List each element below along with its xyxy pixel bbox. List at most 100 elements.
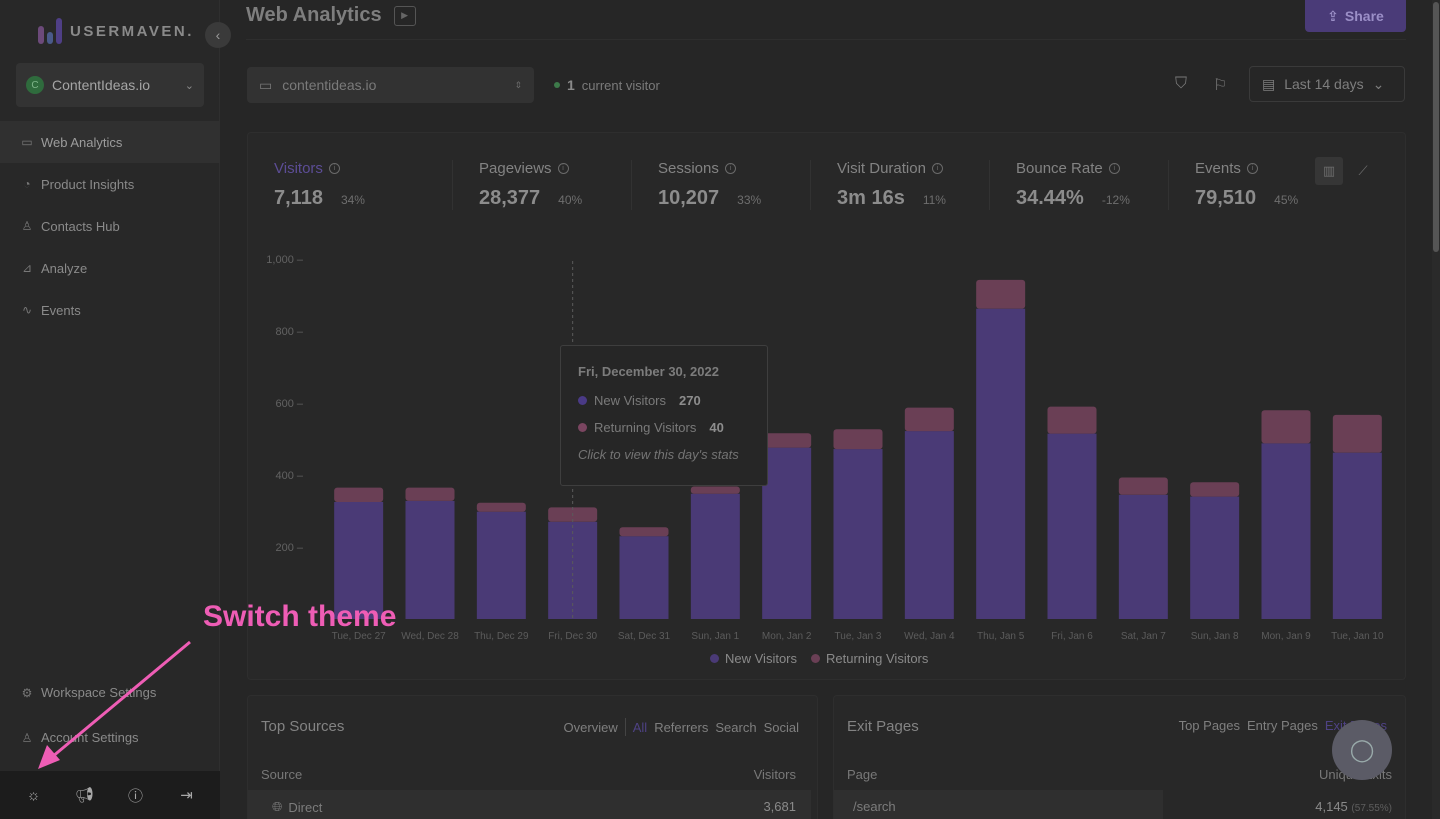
sidebar-item-analyze[interactable]: ⊿ Analyze [0, 247, 220, 289]
main-content: Web Analytics ▶ ⇪ Share ▭ contentideas.i… [220, 0, 1430, 819]
bar-new-visitors[interactable] [619, 536, 669, 619]
sun-icon[interactable]: ☼ [26, 786, 41, 804]
bar-new-visitors[interactable] [334, 502, 384, 619]
legend-returning-visitors[interactable]: Returning Visitors [811, 651, 928, 666]
metric-events[interactable]: Events i 79,510 45% [1169, 160, 1348, 210]
play-video-icon[interactable]: ▶ [393, 5, 416, 26]
bar-returning-visitors[interactable] [833, 429, 883, 450]
tab-search[interactable]: Search [715, 719, 757, 735]
chat-support-button[interactable]: ◯ [1332, 720, 1392, 780]
bar-new-visitors[interactable] [904, 431, 954, 619]
tab-all[interactable]: All [632, 719, 648, 735]
current-visitors[interactable]: 1 current visitor [554, 77, 660, 93]
sidebar-item-account-settings[interactable]: ♙ Account Settings [0, 715, 220, 760]
bar-new-visitors[interactable] [405, 500, 455, 619]
metric-change: -12% [1101, 193, 1130, 207]
visitors-chart[interactable]: 1,000 – 800 – 600 – 400 – 200 – Tue, Dec 27 We… [248, 133, 1407, 681]
bar-returning-visitors[interactable] [904, 407, 954, 432]
bar-returning-visitors[interactable] [405, 487, 455, 501]
share-button[interactable]: ⇪ Share [1305, 0, 1406, 32]
divider [246, 39, 1406, 40]
metric-visit-duration[interactable]: Visit Duration i 3m 16s 11% [811, 160, 990, 210]
bar-returning-visitors[interactable] [762, 433, 812, 448]
filter-icon[interactable]: ⛉ [1175, 75, 1188, 92]
bar-returning-visitors[interactable] [476, 502, 526, 512]
bar-returning-visitors[interactable] [1047, 406, 1097, 434]
logout-icon[interactable]: ⇥ [180, 787, 193, 804]
sidebar-item-contacts-hub[interactable]: ♙ Contacts Hub [0, 205, 220, 247]
card-title: Exit Pages [847, 718, 919, 735]
sidebar-footer: ☼ 📢︎ ⓘ ⇥ [0, 771, 220, 819]
sidebar-item-events[interactable]: ∿ Events [0, 289, 220, 331]
bar-returning-visitors[interactable] [1190, 482, 1240, 497]
bar-returning-visitors[interactable] [1332, 414, 1382, 453]
bar-new-visitors[interactable] [762, 447, 812, 619]
info-icon: i [328, 163, 340, 174]
x-tick-label: Fri, Jan 6 [1051, 631, 1093, 642]
metric-bounce-rate[interactable]: Bounce Rate i 34.44% -12% [990, 160, 1169, 210]
bar-returning-visitors[interactable] [334, 487, 384, 502]
workspace-selector[interactable]: C ContentIdeas.io ⌄ [16, 63, 204, 107]
bar-new-visitors[interactable] [690, 493, 740, 619]
tooltip-value: 40 [709, 420, 724, 435]
tab-entry-pages[interactable]: Entry Pages [1247, 718, 1318, 733]
pie-icon: ◔ [23, 177, 31, 191]
logo[interactable]: USERMAVEN. [38, 18, 194, 44]
bar-new-visitors[interactable] [976, 308, 1026, 619]
tooltip-swatch [578, 396, 587, 405]
sidebar-item-product-insights[interactable]: ◔ Product Insights [0, 163, 220, 205]
bar-returning-visitors[interactable] [619, 527, 669, 537]
scrollbar[interactable] [1432, 0, 1440, 819]
row-value-percent: (57.55%) [1351, 803, 1392, 814]
bar-returning-visitors[interactable] [1118, 477, 1168, 495]
bar-new-visitors[interactable] [1047, 433, 1097, 619]
bar-returning-visitors[interactable] [976, 279, 1026, 309]
chart-tooltip[interactable]: Fri, December 30, 2022 New Visitors 270 … [560, 345, 768, 486]
bar-new-visitors[interactable] [476, 511, 526, 619]
help-icon[interactable]: ⓘ [127, 787, 143, 805]
sidebar-item-label: Account Settings [41, 730, 139, 745]
bar-returning-visitors[interactable] [690, 486, 740, 494]
bar-new-visitors[interactable] [833, 449, 883, 619]
metric-change: 33% [737, 193, 762, 207]
table-row[interactable] [248, 790, 811, 819]
bar-new-visitors[interactable] [1261, 443, 1311, 619]
gear-icon: ⚙ [21, 685, 33, 700]
tooltip-row-returning: Returning Visitors 40 [578, 420, 750, 435]
bar-new-visitors[interactable] [1118, 494, 1168, 619]
legend-new-visitors[interactable]: New Visitors [710, 651, 797, 666]
logo-mark [38, 18, 62, 44]
tab-overview[interactable]: Overview [563, 719, 618, 735]
x-tick-label: Sun, Jan 8 [1191, 631, 1239, 642]
metric-pageviews[interactable]: Pageviews i 28,377 40% [453, 160, 632, 210]
metric-value: 79,510 [1195, 187, 1257, 209]
x-tick-label: Wed, Dec 28 [401, 631, 459, 642]
date-range-picker[interactable]: ▤ Last 14 days ⌄ [1249, 66, 1405, 102]
table-row[interactable] [834, 790, 1163, 819]
sidebar-item-workspace-settings[interactable]: ⚙ Workspace Settings [0, 670, 220, 715]
metric-sessions[interactable]: Sessions i 10,207 33% [632, 160, 811, 210]
collapse-sidebar-button[interactable]: ‹ [205, 22, 231, 48]
tab-top-pages[interactable]: Top Pages [1178, 718, 1241, 733]
legend-label: New Visitors [725, 651, 798, 666]
bookmark-icon[interactable]: ⚐ [1213, 77, 1228, 94]
line-chart-icon[interactable]: ⟋ [1358, 163, 1368, 178]
megaphone-icon[interactable]: 📢︎ [74, 787, 95, 804]
bar-returning-visitors[interactable] [1261, 410, 1311, 444]
tab-referrers[interactable]: Referrers [654, 719, 709, 735]
bar-new-visitors[interactable] [1190, 496, 1240, 619]
bar-new-visitors[interactable] [1332, 452, 1382, 619]
y-tick-label: 400 – [275, 470, 303, 482]
users-icon: ♙ [21, 730, 33, 745]
scrollbar-thumb[interactable] [1433, 2, 1439, 252]
metric-visitors[interactable]: Visitors i 7,118 34% [274, 160, 453, 210]
bar-chart-icon[interactable]: ▥ [1315, 157, 1343, 185]
sidebar-item-label: Web Analytics [41, 134, 123, 150]
share-label: Share [1344, 8, 1384, 24]
domain-select[interactable]: ▭ contentideas.io ⇕ [247, 67, 534, 103]
tab-social[interactable]: Social [763, 719, 799, 735]
logo-text: USERMAVEN. [70, 22, 194, 40]
sidebar-item-web-analytics[interactable]: ▭ Web Analytics [0, 121, 220, 163]
metric-change: 45% [1274, 193, 1299, 207]
